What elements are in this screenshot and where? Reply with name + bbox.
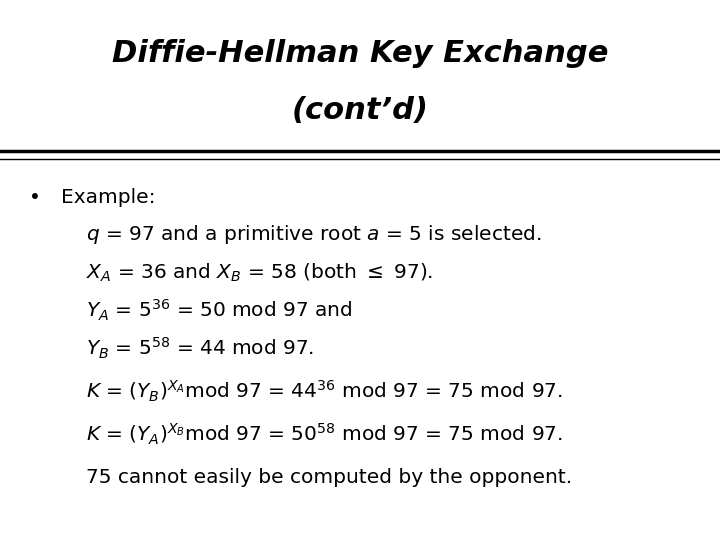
Text: $Y_B$ = 5$^{58}$ = 44 mod 97.: $Y_B$ = 5$^{58}$ = 44 mod 97. [86,336,315,361]
Text: $q$ = 97 and a primitive root $a$ = 5 is selected.: $q$ = 97 and a primitive root $a$ = 5 is… [86,224,542,246]
Text: Diffie-Hellman Key Exchange: Diffie-Hellman Key Exchange [112,39,608,69]
Text: Example:: Example: [61,187,156,207]
Text: $Y_A$ = 5$^{36}$ = 50 mod 97 and: $Y_A$ = 5$^{36}$ = 50 mod 97 and [86,298,353,323]
Text: (cont’d): (cont’d) [292,96,428,125]
Text: •: • [29,187,40,207]
Text: $K$ = ($Y_B$)$^{X_A}$mod 97 = 44$^{36}$ mod 97 = 75 mod 97.: $K$ = ($Y_B$)$^{X_A}$mod 97 = 44$^{36}$ … [86,379,563,404]
Text: 75 cannot easily be computed by the opponent.: 75 cannot easily be computed by the oppo… [86,468,572,488]
Text: $X_A$ = 36 and $X_B$ = 58 (both $\leq$ 97).: $X_A$ = 36 and $X_B$ = 58 (both $\leq$ 9… [86,261,433,284]
Text: $K$ = ($Y_A$)$^{X_B}$mod 97 = 50$^{58}$ mod 97 = 75 mod 97.: $K$ = ($Y_A$)$^{X_B}$mod 97 = 50$^{58}$ … [86,422,563,447]
